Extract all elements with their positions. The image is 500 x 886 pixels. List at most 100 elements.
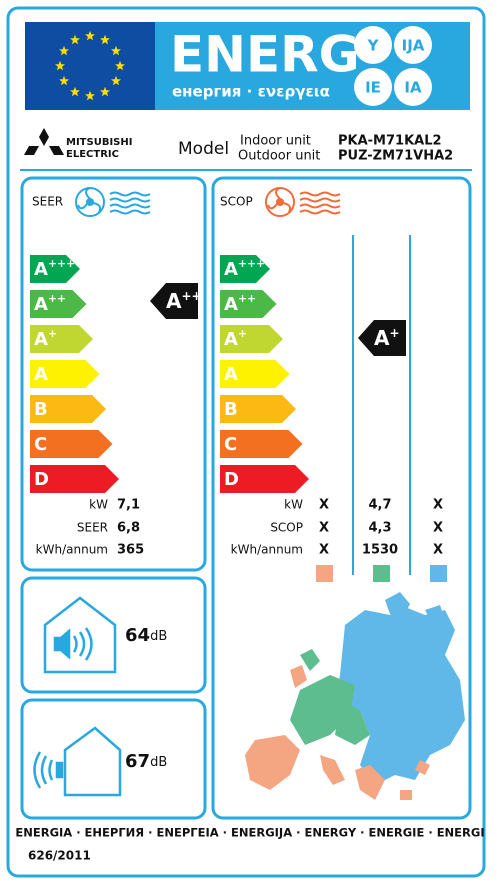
class-letter: D (224, 469, 239, 490)
class-label: A++ (166, 289, 202, 313)
noise-unit: dB (150, 629, 167, 644)
row-value: 4,3 (368, 521, 391, 536)
class-label: C (34, 434, 47, 455)
indoor-noise-icon (43, 596, 117, 674)
class-arrow (220, 430, 303, 458)
suffix-text: Y (367, 37, 380, 55)
brand-logo (24, 128, 64, 155)
indoor-noise-panel (20, 576, 207, 694)
class-arrow (220, 290, 277, 318)
suffix-text: IJA (402, 37, 425, 55)
class-arrow (30, 465, 119, 493)
class-sup: + (48, 327, 57, 340)
class-letter: A (224, 294, 238, 315)
cooling-label: SEER (32, 195, 63, 209)
fan-icon (75, 187, 151, 217)
star (55, 60, 65, 71)
class-letter: A (224, 329, 238, 350)
class-letter: A (166, 289, 182, 313)
class-letter: C (224, 434, 237, 455)
class-arrow (30, 255, 80, 283)
class-sup: ++ (48, 292, 66, 305)
row-value: 4,7 (368, 498, 391, 513)
heating-label: SCOP (220, 195, 253, 209)
suffix-text: IA (404, 79, 422, 97)
header-title: ENERG (170, 26, 360, 84)
suffix-badge (354, 68, 392, 106)
noise-value: 64 (125, 625, 150, 646)
class-letter: A (34, 329, 48, 350)
zone-swatch (316, 565, 333, 582)
class-label: A++ (34, 292, 66, 315)
class-label: A (34, 364, 48, 385)
row-label: kWh/annum (231, 543, 303, 557)
class-label: A+++ (224, 257, 265, 280)
class-arrow (220, 395, 296, 423)
class-letter: A (224, 364, 238, 385)
noise-value: 67 (125, 751, 150, 772)
noise-unit: dB (150, 755, 167, 770)
outdoor-noise-icon (33, 726, 122, 797)
class-sup: +++ (238, 257, 265, 270)
star (85, 90, 95, 101)
suffix-text: IE (365, 79, 381, 97)
row-value: X (319, 543, 329, 558)
class-label: A++ (224, 292, 256, 315)
fan-icon (265, 187, 341, 217)
row-label: SCOP (270, 521, 303, 535)
zone-swatch (373, 565, 390, 582)
header-subtitle: енергия · ενεργεια (172, 83, 330, 101)
suffix-badge (354, 26, 392, 64)
star (115, 60, 125, 71)
rating-arrow (150, 283, 198, 319)
class-letter: A (374, 326, 390, 350)
outer-border (6, 6, 486, 878)
brand-name: MITSUBISHI (66, 137, 132, 148)
regulation: 626/2011 (28, 849, 91, 863)
class-arrow (30, 395, 106, 423)
outdoor-label: Outdoor unit (238, 149, 320, 164)
class-label: A+ (34, 327, 57, 350)
star (100, 86, 110, 97)
row-label: kW (284, 498, 303, 512)
class-label: B (224, 399, 238, 420)
footer-languages: ENERGIA · ЕНЕРГИЯ · ΕΝΕΡΓΕΙΑ · ENERGIJA … (15, 826, 484, 840)
class-sup: +++ (48, 257, 75, 270)
row-label: kWh/annum (36, 543, 108, 557)
brand-name: ELECTRIC (66, 149, 119, 160)
star (100, 34, 110, 45)
row-value: 1530 (362, 543, 398, 558)
class-sup: ++ (238, 292, 256, 305)
star (85, 30, 95, 41)
class-arrow (220, 465, 309, 493)
star (59, 75, 69, 86)
row-value: 365 (117, 543, 144, 558)
class-label: D (224, 469, 239, 490)
row-value: X (319, 521, 329, 536)
class-letter: A (34, 294, 48, 315)
class-arrow (220, 360, 290, 388)
class-label: B (34, 399, 48, 420)
eu-stars (55, 30, 125, 101)
class-letter: A (34, 364, 48, 385)
star (111, 75, 121, 86)
outdoor-model: PUZ-ZM71VHA2 (338, 149, 453, 164)
suffix-badge (394, 26, 432, 64)
row-label: SEER (77, 521, 108, 535)
class-arrow (30, 325, 93, 353)
class-arrow (30, 360, 100, 388)
class-arrow (220, 255, 270, 283)
heating-panel (211, 176, 472, 820)
class-label: A+ (224, 327, 247, 350)
class-label: C (224, 434, 237, 455)
noise-value: 67dB (125, 751, 167, 772)
row-value: 7,1 (117, 498, 140, 513)
class-sup: ++ (181, 289, 201, 303)
star (59, 45, 69, 56)
class-arrow (220, 325, 283, 353)
class-label: A+ (374, 326, 400, 350)
class-letter: D (34, 469, 49, 490)
row-value: X (319, 498, 329, 513)
suffix-badge (394, 68, 432, 106)
class-letter: B (224, 399, 238, 420)
